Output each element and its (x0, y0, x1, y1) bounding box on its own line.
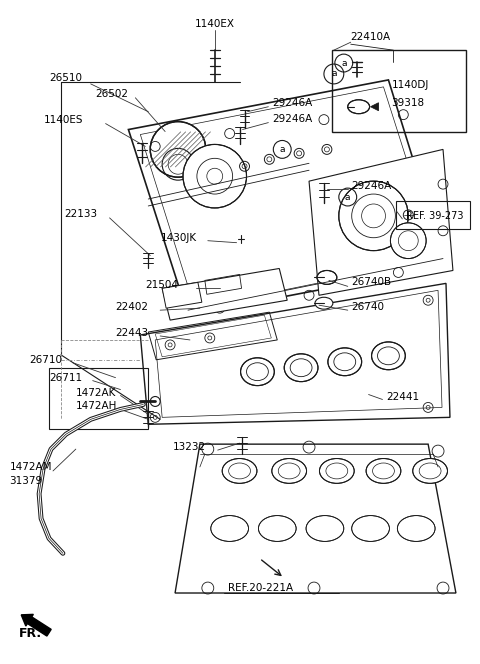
Ellipse shape (222, 459, 257, 483)
Ellipse shape (413, 459, 447, 483)
Polygon shape (371, 103, 379, 111)
Text: 29246A: 29246A (272, 114, 312, 124)
Ellipse shape (315, 297, 333, 309)
Text: 39318: 39318 (391, 98, 424, 108)
Text: FR.: FR. (19, 627, 42, 640)
Ellipse shape (366, 459, 401, 483)
Polygon shape (162, 282, 202, 308)
Text: 29246A: 29246A (272, 98, 312, 108)
Text: a: a (331, 70, 336, 78)
Text: 29246A: 29246A (352, 181, 392, 191)
FancyArrow shape (21, 614, 51, 636)
Text: 1472AH: 1472AH (76, 402, 117, 412)
Circle shape (339, 181, 408, 250)
Text: 22441: 22441 (386, 392, 420, 402)
Text: 1140EX: 1140EX (195, 19, 235, 29)
Ellipse shape (352, 516, 389, 541)
Text: 1430JK: 1430JK (161, 232, 197, 243)
Text: 22443: 22443 (116, 328, 149, 338)
Ellipse shape (397, 516, 435, 541)
Ellipse shape (328, 348, 361, 376)
Circle shape (390, 223, 426, 258)
Text: a: a (341, 58, 347, 68)
Ellipse shape (317, 270, 337, 284)
Text: 26740B: 26740B (352, 278, 392, 288)
Text: 13232: 13232 (173, 442, 206, 452)
Text: a: a (279, 145, 285, 154)
Circle shape (183, 145, 247, 208)
Ellipse shape (306, 516, 344, 541)
Ellipse shape (272, 459, 307, 483)
Text: 1472AM: 1472AM (9, 462, 52, 472)
Ellipse shape (240, 358, 274, 386)
Text: 1140DJ: 1140DJ (391, 80, 429, 90)
Ellipse shape (258, 516, 296, 541)
Polygon shape (162, 268, 287, 320)
Text: 22133: 22133 (64, 209, 97, 219)
Text: 26740: 26740 (352, 302, 384, 312)
Text: 1472AK: 1472AK (76, 388, 116, 398)
Text: 22410A: 22410A (351, 33, 391, 42)
Ellipse shape (320, 459, 354, 483)
Text: 26502: 26502 (96, 89, 129, 99)
Text: REF. 39-273: REF. 39-273 (406, 211, 464, 221)
Text: 26711: 26711 (49, 373, 82, 382)
Ellipse shape (211, 516, 249, 541)
Polygon shape (309, 149, 453, 295)
Text: a: a (345, 193, 350, 202)
Text: 31379: 31379 (9, 476, 42, 486)
Text: 22402: 22402 (116, 302, 148, 312)
Ellipse shape (284, 354, 318, 382)
Text: 26710: 26710 (29, 355, 62, 365)
Circle shape (150, 122, 206, 177)
Text: 21504: 21504 (145, 280, 178, 290)
Ellipse shape (372, 342, 405, 370)
Text: 26510: 26510 (49, 73, 82, 83)
Text: 1140ES: 1140ES (44, 115, 84, 125)
Ellipse shape (348, 100, 370, 114)
Text: REF.20-221A: REF.20-221A (228, 583, 293, 593)
